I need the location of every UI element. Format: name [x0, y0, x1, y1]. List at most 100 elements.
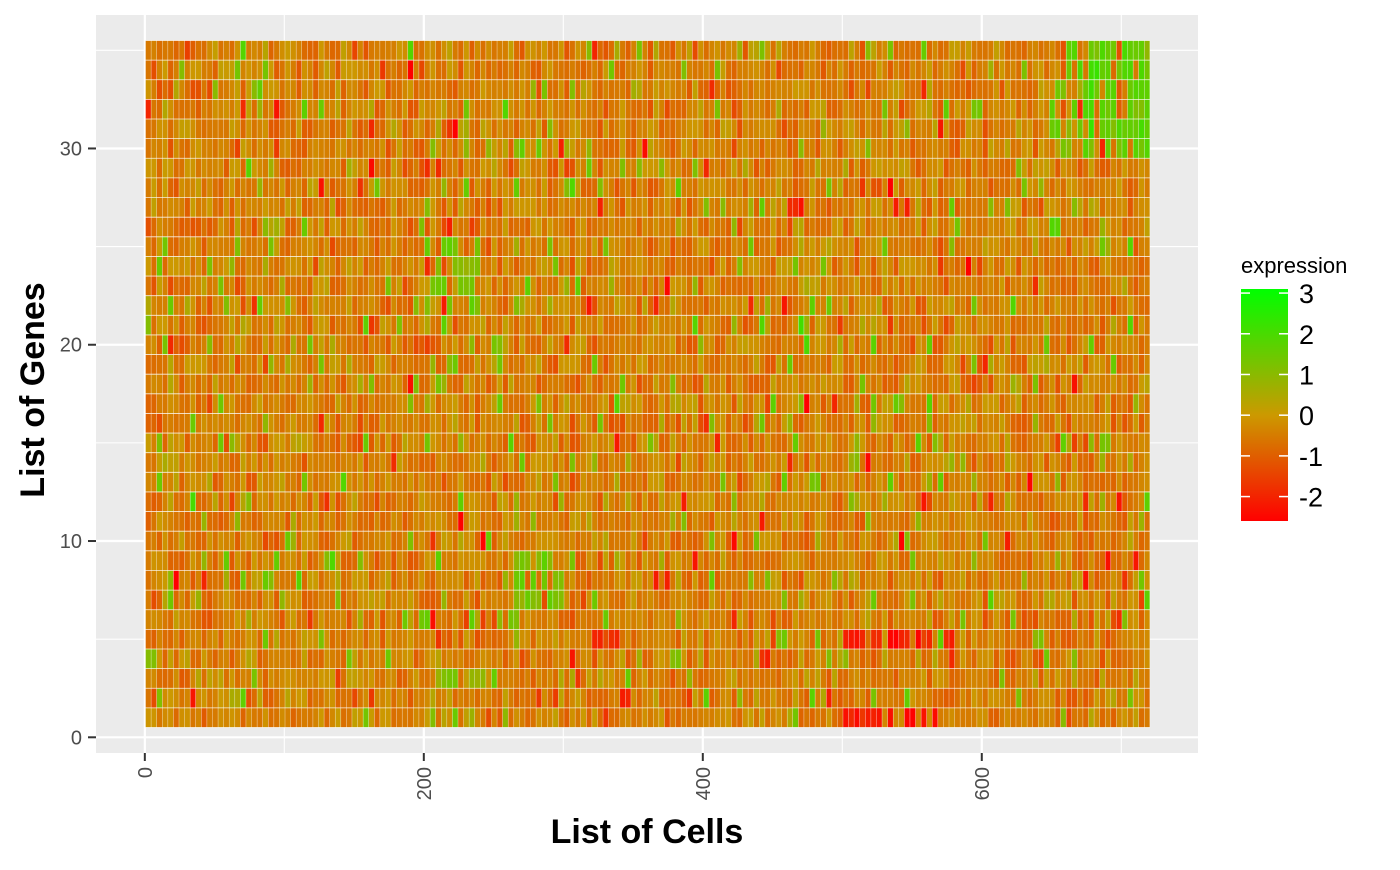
heatmap-cell — [715, 335, 721, 355]
heatmap-cell — [408, 335, 414, 355]
heatmap-cell — [882, 413, 888, 433]
heatmap-cell — [709, 296, 715, 316]
heatmap-cell — [1061, 551, 1067, 571]
heatmap-cell — [285, 688, 291, 708]
heatmap-cell — [1133, 335, 1139, 355]
heatmap-cell — [653, 198, 659, 218]
heatmap-cell — [380, 198, 386, 218]
heatmap-cell — [765, 237, 771, 257]
heatmap-cell — [1022, 551, 1028, 571]
heatmap-cell — [815, 610, 821, 630]
heatmap-cell — [469, 570, 475, 590]
heatmap-cell — [988, 610, 994, 630]
heatmap-cell — [425, 472, 431, 492]
heatmap-cell — [759, 335, 765, 355]
heatmap-cell — [469, 669, 475, 689]
heatmap-cell — [575, 315, 581, 335]
heatmap-cell — [185, 178, 191, 198]
heatmap-cell — [240, 433, 246, 453]
heatmap-cell — [849, 629, 855, 649]
heatmap-cell — [586, 394, 592, 414]
heatmap-cell — [938, 610, 944, 630]
heatmap-cell — [1022, 453, 1028, 473]
heatmap-cell — [1044, 531, 1050, 551]
heatmap-cell — [1044, 649, 1050, 669]
heatmap-cell — [592, 688, 598, 708]
heatmap-cell — [743, 256, 749, 276]
heatmap-cell — [676, 512, 682, 532]
heatmap-cell — [1027, 590, 1033, 610]
heatmap-cell — [798, 629, 804, 649]
heatmap-cell — [676, 610, 682, 630]
heatmap-cell — [938, 355, 944, 375]
heatmap-cell — [402, 178, 408, 198]
heatmap-cell — [726, 198, 732, 218]
heatmap-cell — [782, 629, 788, 649]
heatmap-cell — [625, 610, 631, 630]
heatmap-cell — [804, 315, 810, 335]
heatmap-cell — [737, 374, 743, 394]
heatmap-cell — [268, 531, 274, 551]
heatmap-cell — [491, 551, 497, 571]
heatmap-cell — [603, 590, 609, 610]
heatmap-cell — [921, 590, 927, 610]
heatmap-cell — [810, 531, 816, 551]
heatmap-cell — [296, 335, 302, 355]
heatmap-cell — [776, 590, 782, 610]
heatmap-cell — [949, 570, 955, 590]
heatmap-cell — [1083, 708, 1089, 728]
heatmap-cell — [542, 335, 548, 355]
heatmap-cell — [932, 453, 938, 473]
heatmap-cell — [425, 610, 431, 630]
heatmap-cell — [1083, 472, 1089, 492]
heatmap-cell — [313, 355, 319, 375]
heatmap-cell — [218, 590, 224, 610]
heatmap-cell — [1122, 276, 1128, 296]
heatmap-cell — [302, 551, 308, 571]
heatmap-cell — [1027, 570, 1033, 590]
heatmap-cell — [402, 688, 408, 708]
heatmap-cell — [491, 688, 497, 708]
heatmap-cell — [447, 669, 453, 689]
heatmap-cell — [720, 551, 726, 571]
heatmap-cell — [743, 315, 749, 335]
heatmap-cell — [464, 531, 470, 551]
heatmap-cell — [318, 570, 324, 590]
heatmap-cell — [491, 413, 497, 433]
heatmap-cell — [185, 492, 191, 512]
heatmap-cell — [1077, 276, 1083, 296]
heatmap-cell — [224, 512, 230, 532]
heatmap-cell — [648, 531, 654, 551]
heatmap-cell — [770, 453, 776, 473]
heatmap-cell — [346, 433, 352, 453]
heatmap-cell — [486, 256, 492, 276]
heatmap-cell — [1061, 669, 1067, 689]
heatmap-cell — [413, 276, 419, 296]
heatmap-cell — [1128, 590, 1134, 610]
heatmap-cell — [151, 512, 157, 532]
heatmap-cell — [904, 610, 910, 630]
heatmap-cell — [335, 374, 341, 394]
heatmap-cell — [1044, 433, 1050, 453]
heatmap-cell — [854, 649, 860, 669]
heatmap-cell — [385, 433, 391, 453]
heatmap-cell — [955, 413, 961, 433]
heatmap-cell — [1049, 629, 1055, 649]
heatmap-cell — [1044, 453, 1050, 473]
heatmap-cell — [452, 649, 458, 669]
heatmap-cell — [698, 237, 704, 257]
heatmap-cell — [994, 237, 1000, 257]
heatmap-cell — [1061, 296, 1067, 316]
heatmap-cell — [558, 590, 564, 610]
heatmap-cell — [921, 649, 927, 669]
heatmap-cell — [949, 649, 955, 669]
heatmap-cell — [246, 590, 252, 610]
heatmap-cell — [938, 629, 944, 649]
heatmap-cell — [592, 492, 598, 512]
heatmap-cell — [503, 492, 509, 512]
heatmap-cell — [927, 256, 933, 276]
heatmap-cell — [1116, 512, 1122, 532]
heatmap-cell — [793, 276, 799, 296]
heatmap-cell — [1055, 531, 1061, 551]
heatmap-cell — [397, 335, 403, 355]
